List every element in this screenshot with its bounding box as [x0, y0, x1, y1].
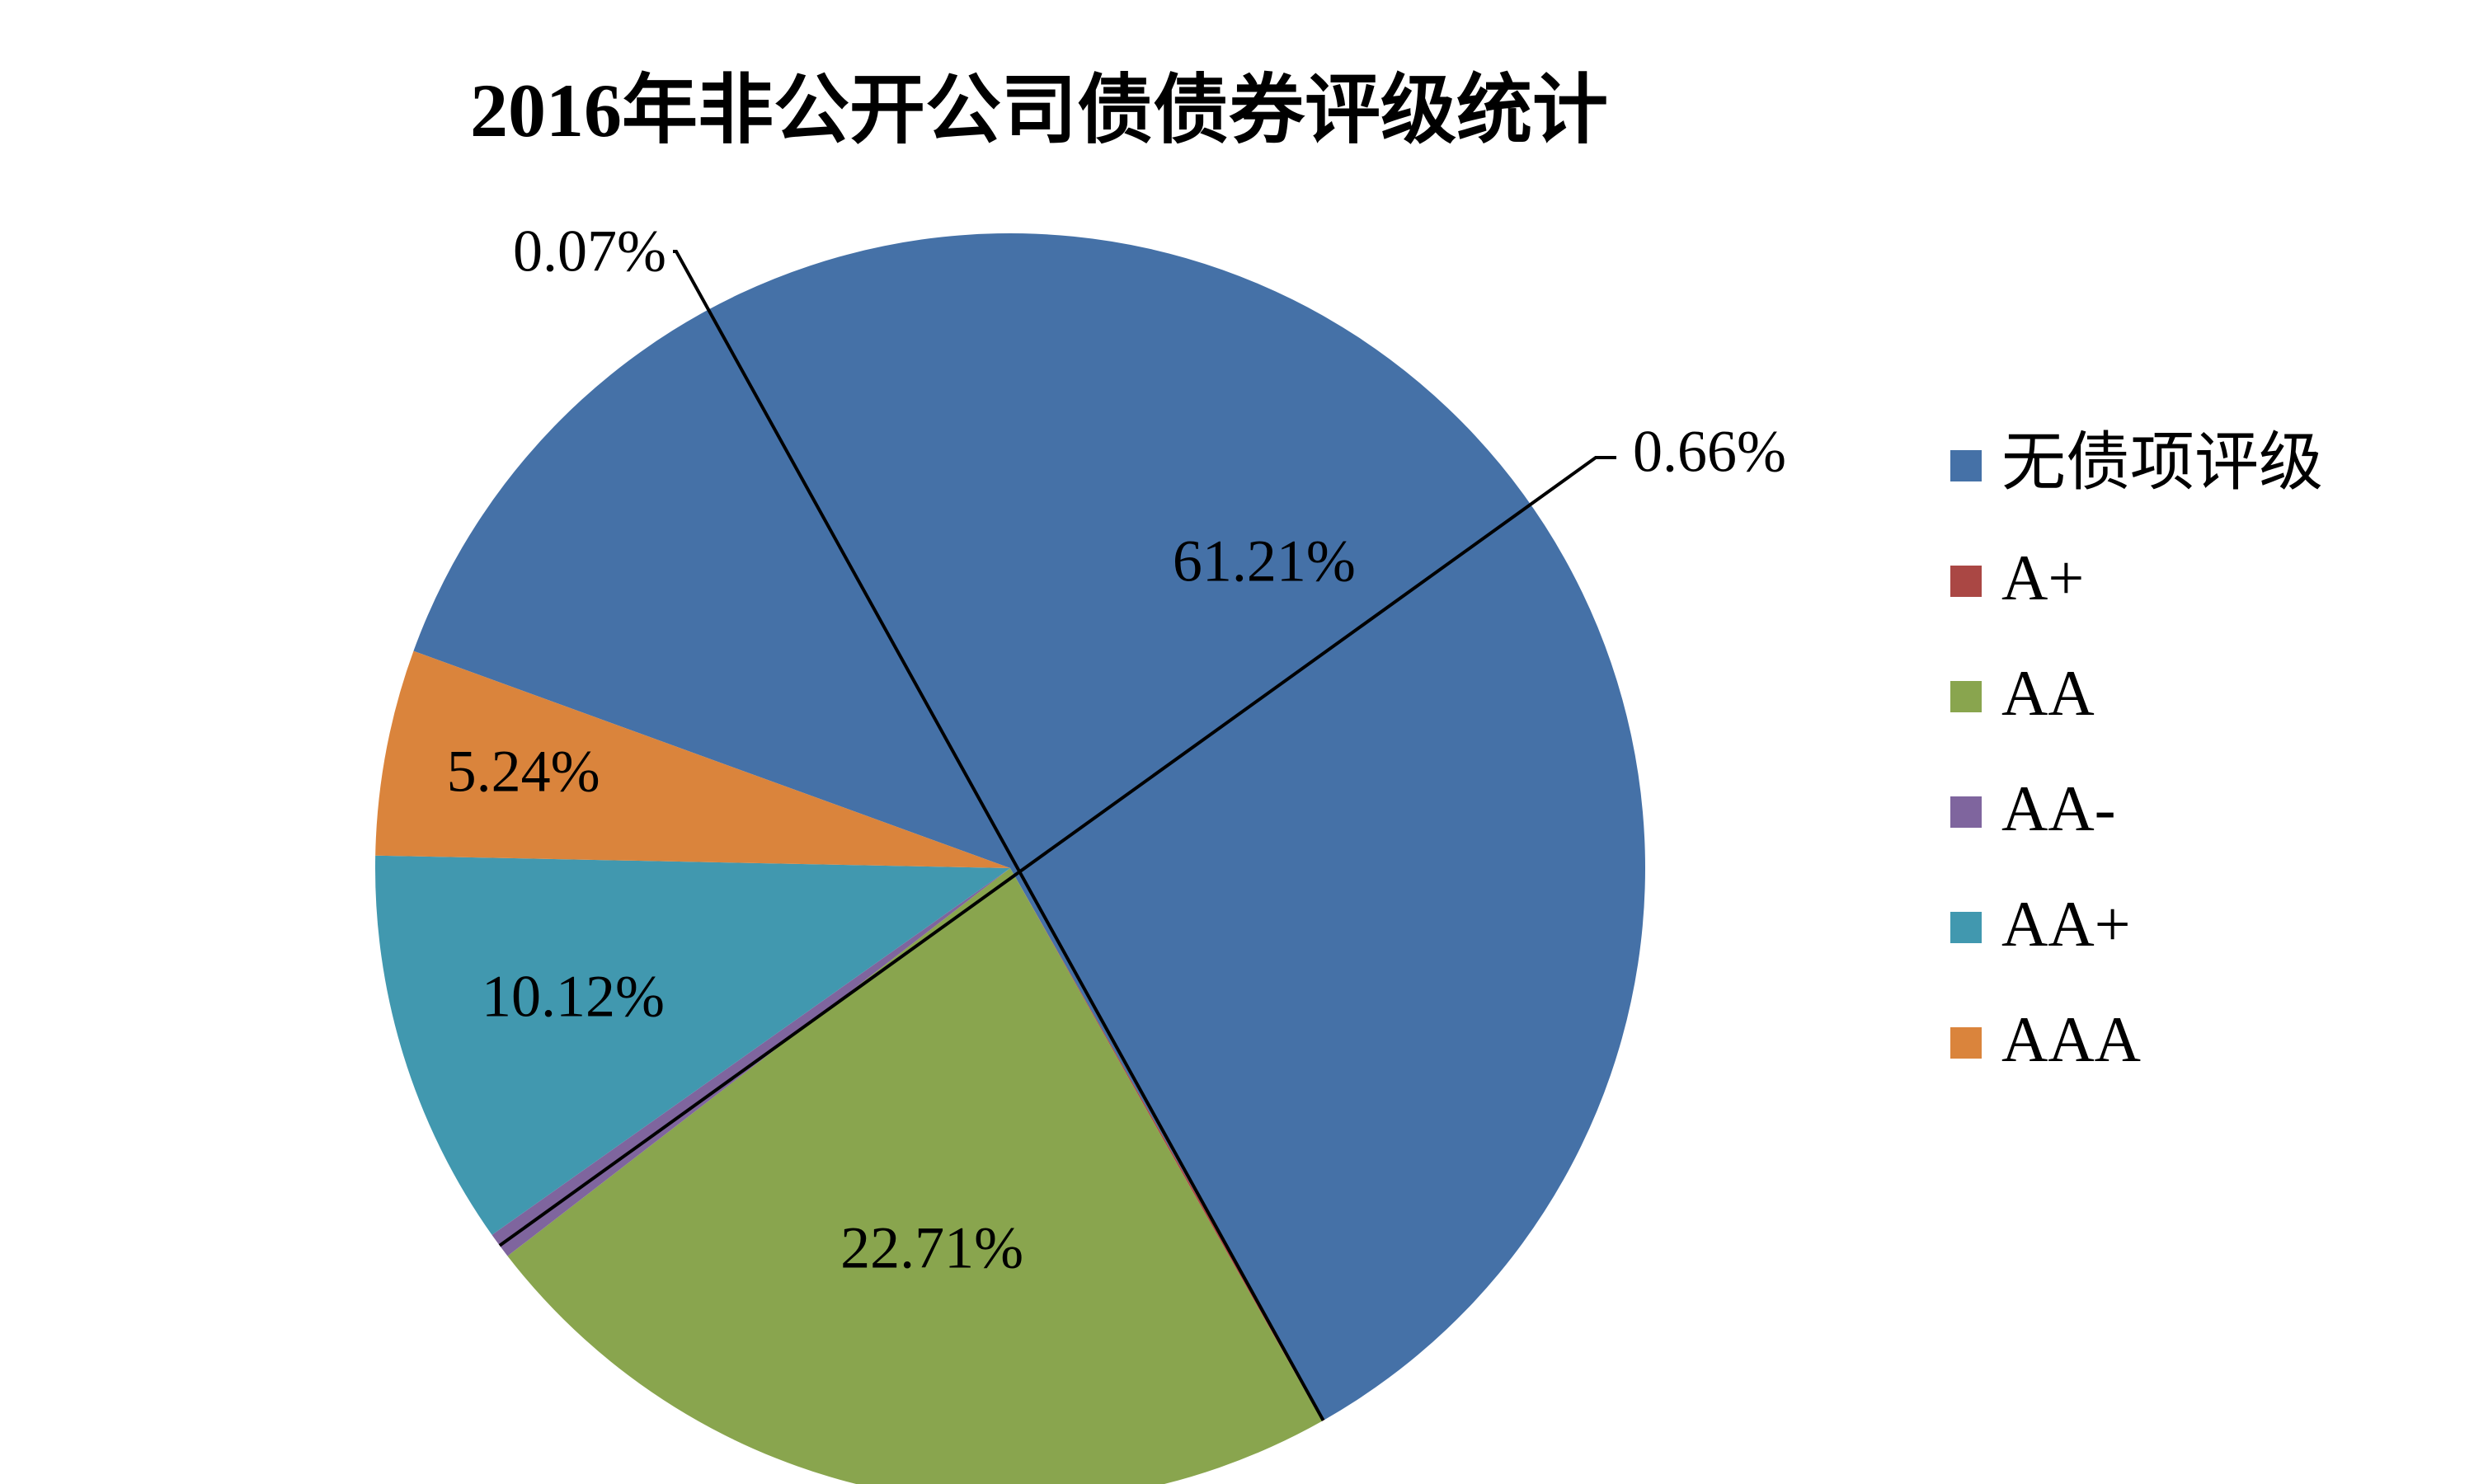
- leader-lines: [498, 250, 1616, 1421]
- pie-slice-0: [413, 232, 1646, 1421]
- leader-line-3: [498, 456, 1616, 1247]
- legend-label-1: A+: [2001, 542, 2084, 613]
- data-label-1: 0.07%: [513, 218, 666, 284]
- data-label-2: 22.71%: [840, 1214, 1023, 1280]
- data-labels: 61.21% 0.07% 22.71% 0.66% 10.12% 5.24%: [447, 218, 1786, 1281]
- legend-swatch-3: [1950, 796, 1982, 828]
- pie-slice-4: [374, 855, 1010, 1235]
- data-label-0: 61.21%: [1173, 528, 1356, 594]
- legend-swatch-2: [1950, 681, 1982, 712]
- legend-label-0: 无债项评级: [2001, 426, 2323, 498]
- leader-line-1: [673, 250, 1325, 1421]
- chart-title: 2016年非公开公司债债券评级统计: [470, 68, 1608, 153]
- data-label-5: 5.24%: [447, 738, 600, 804]
- legend-swatch-5: [1950, 1027, 1982, 1059]
- pie-slice-2: [507, 868, 1323, 1484]
- legend-label-2: AA: [2001, 657, 2095, 729]
- legend-label-4: AA+: [2001, 888, 2131, 960]
- pie-slices: [374, 232, 1646, 1484]
- data-label-3: 0.66%: [1633, 419, 1786, 485]
- legend-label-5: AAA: [2001, 1003, 2141, 1075]
- legend-swatch-1: [1950, 566, 1982, 597]
- legend-swatch-0: [1950, 450, 1982, 481]
- legend: 无债项评级 A+ AA AA- AA+ AAA: [1950, 426, 2323, 1075]
- legend-label-3: AA-: [2001, 773, 2116, 844]
- legend-swatch-4: [1950, 912, 1982, 943]
- pie-slice-5: [375, 650, 1010, 868]
- data-label-4: 10.12%: [482, 963, 665, 1029]
